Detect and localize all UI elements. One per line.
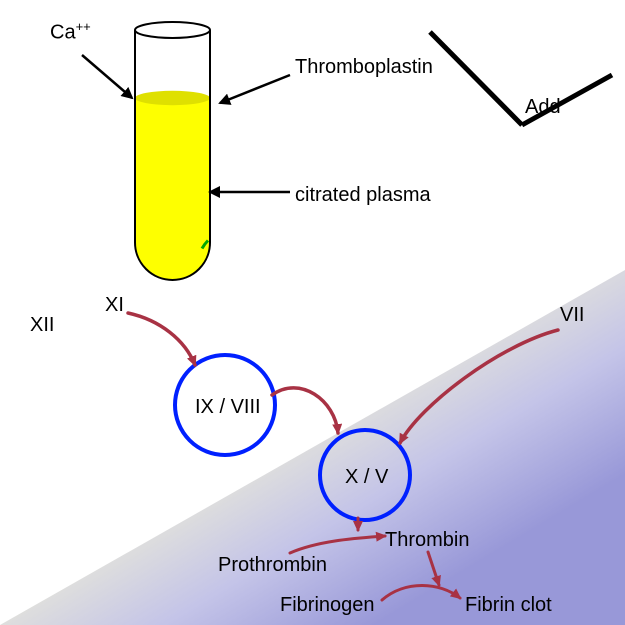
label-thromboplastin: Thromboplastin <box>295 56 433 79</box>
label-fibrinogen: Fibrinogen <box>280 594 375 617</box>
add-checkmark <box>430 32 612 125</box>
pathway-arrows <box>128 313 558 600</box>
svg-text:X / V: X / V <box>345 466 389 488</box>
label-add: Add <box>525 96 561 119</box>
label-xi: XI <box>105 294 124 317</box>
label-ca: Ca++ <box>50 19 91 45</box>
label-prothrombin: Prothrombin <box>218 554 327 577</box>
label-xii: XII <box>30 314 54 337</box>
diagram-root: IX / VIII X / V Ca++ Thromboplastin Add c… <box>0 0 625 625</box>
label-thrombin: Thrombin <box>385 529 469 552</box>
test-tube <box>135 22 210 280</box>
factor-circles: IX / VIII X / V <box>175 355 410 520</box>
label-citrated-plasma: citrated plasma <box>295 184 431 207</box>
label-fibrin-clot: Fibrin clot <box>465 594 552 617</box>
svg-text:IX / VIII: IX / VIII <box>195 396 261 418</box>
main-svg: IX / VIII X / V <box>0 0 625 625</box>
label-vii: VII <box>560 304 584 327</box>
